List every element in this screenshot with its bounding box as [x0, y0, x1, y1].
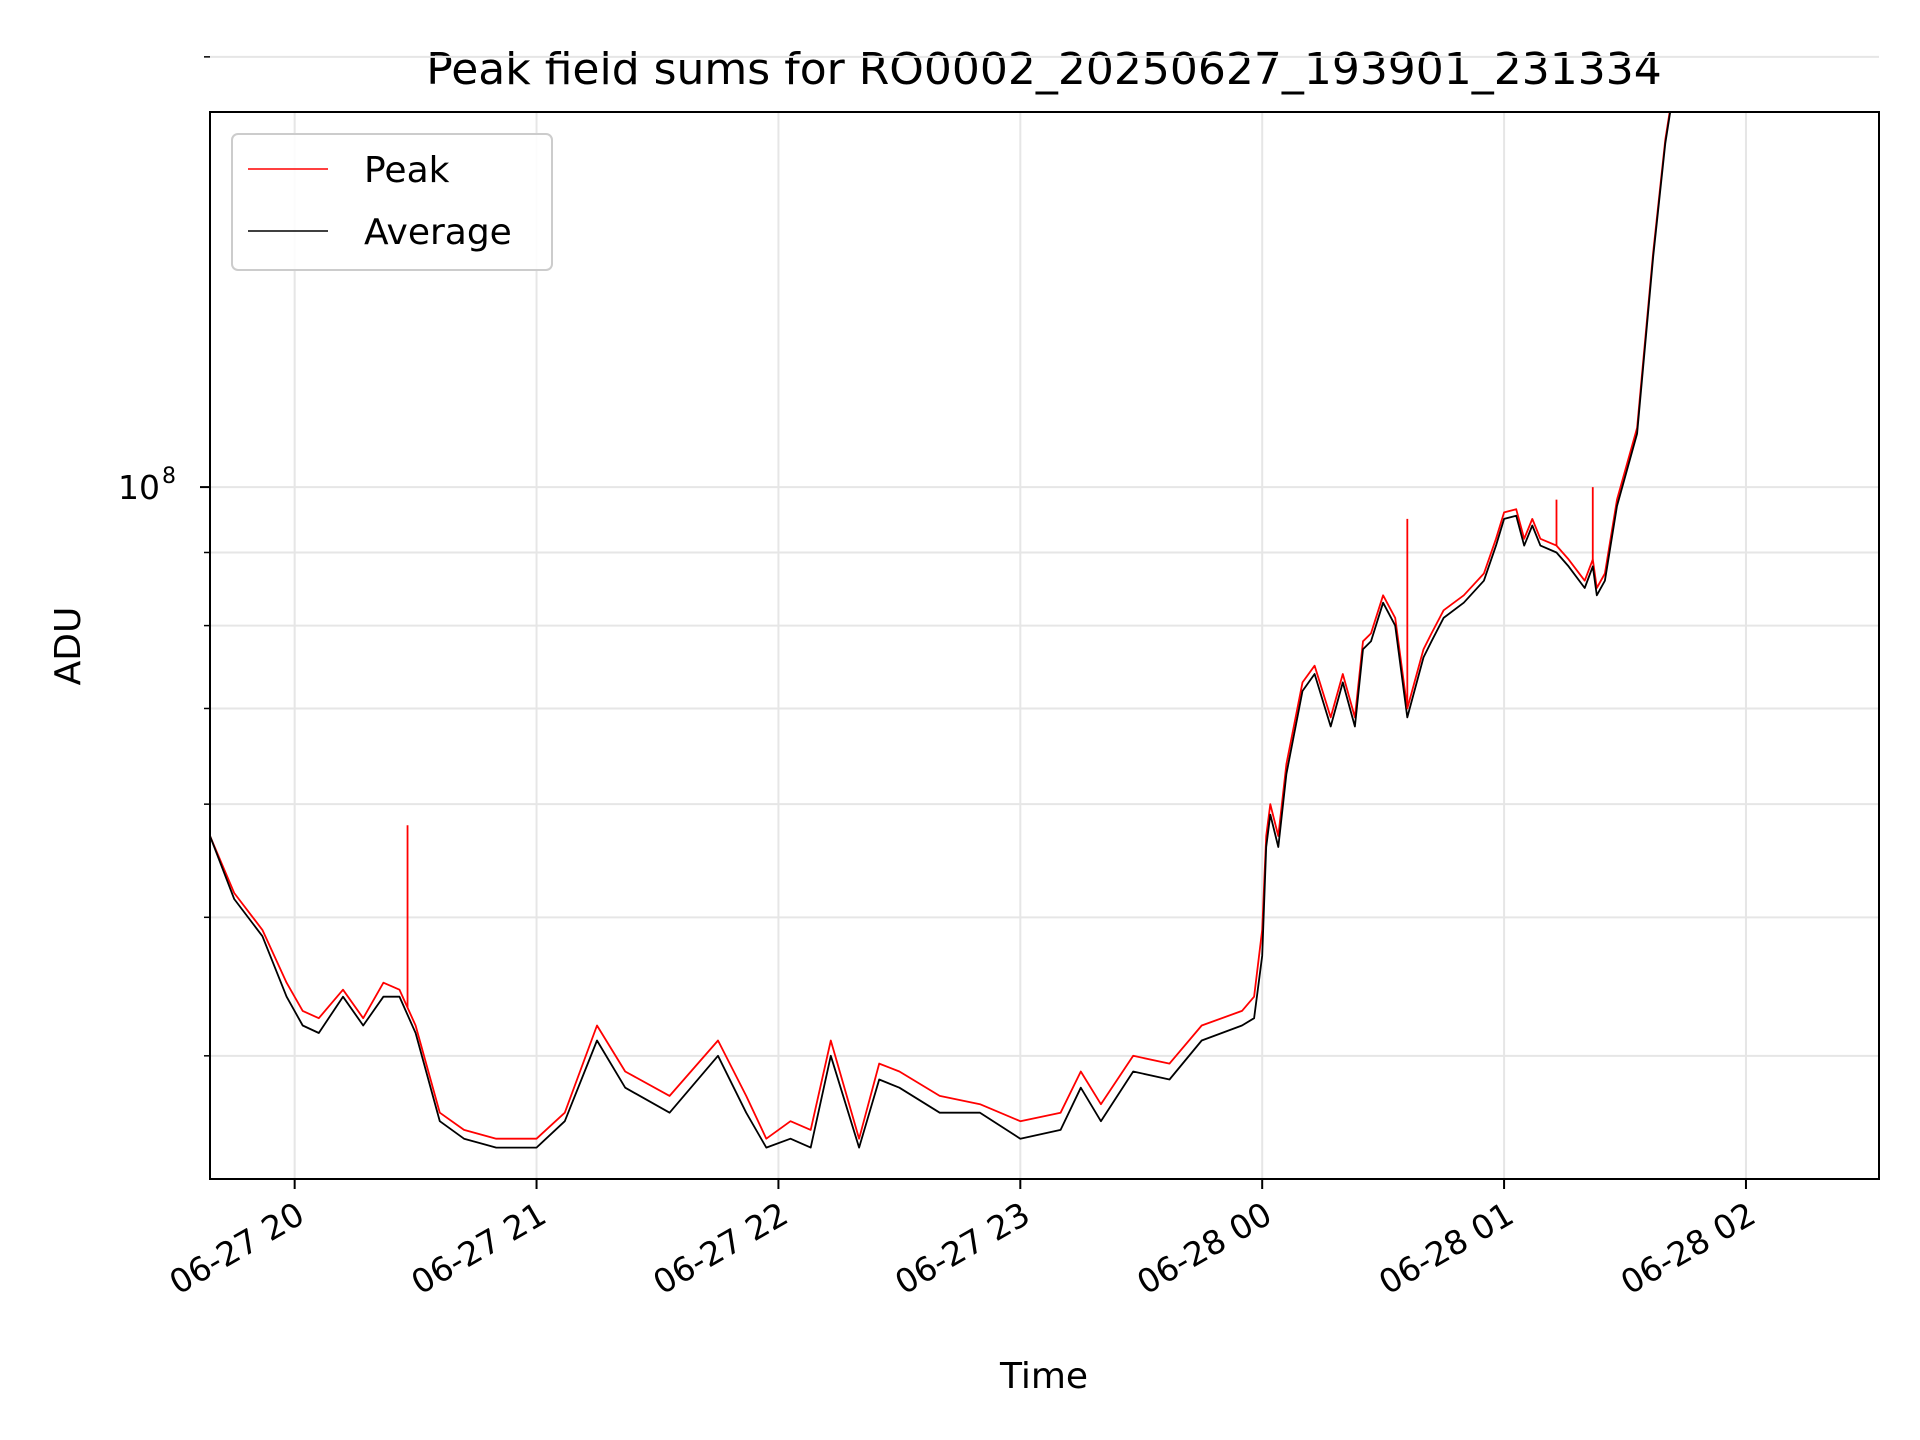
legend-box [231, 133, 553, 271]
series-line-average [210, 112, 1672, 1149]
x-axis-label: Time [999, 1356, 1088, 1397]
y-axis-ticks: 10 8 [118, 56, 210, 1057]
chart-title: Peak field sums for RO0002_20250627_1939… [426, 44, 1662, 95]
series-group [210, 112, 1672, 1149]
y-tick-label: 10 [118, 468, 160, 507]
grid [210, 55, 1879, 1179]
legend-label-average: Average [364, 212, 512, 253]
legend-label-peak: Peak [364, 150, 450, 191]
plot-frame [209, 111, 1880, 1180]
series-lines [210, 112, 1672, 1149]
legend: Peak Average [231, 133, 553, 271]
y-axis-label: ADU [48, 607, 89, 686]
y-tick-label-exponent: 8 [162, 464, 176, 489]
